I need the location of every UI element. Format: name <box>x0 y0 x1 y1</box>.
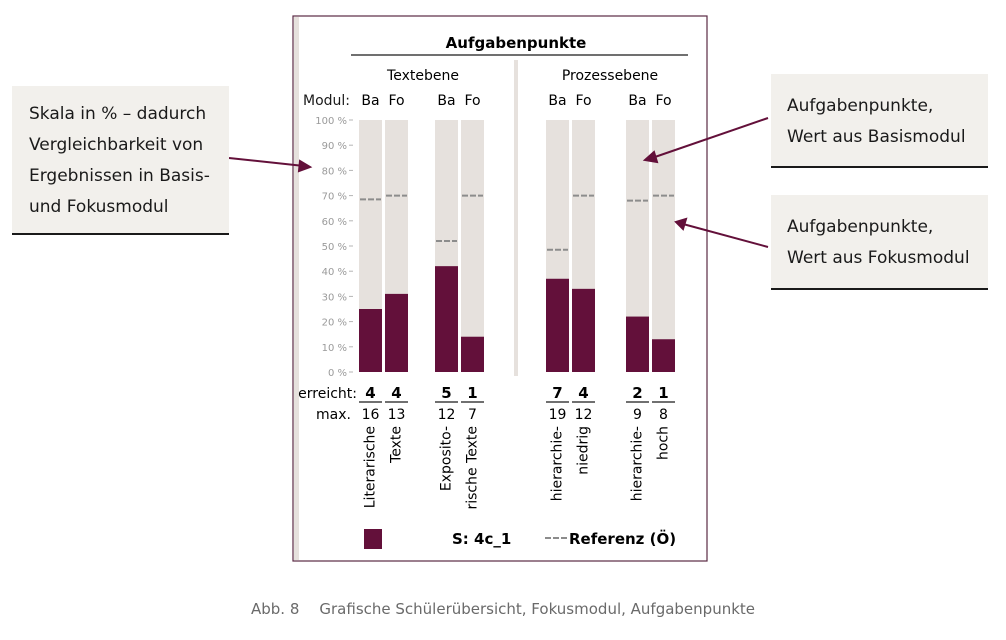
erreicht-value: 2 <box>632 384 642 402</box>
category-label: Exposito- <box>439 426 455 491</box>
legend-swatch <box>364 529 382 549</box>
y-tick-label: 100 % <box>315 116 347 127</box>
chart-frame <box>292 15 708 562</box>
callout-line: Aufgabenpunkte, <box>787 217 934 237</box>
category-label: rische Texte <box>465 426 481 510</box>
max-value: 12 <box>438 407 456 423</box>
bar-value <box>359 309 382 372</box>
arrow-basis <box>651 117 769 159</box>
arrow-scale-head <box>297 159 313 173</box>
callout-line: Wert aus Fokusmodul <box>787 248 970 268</box>
callout-basis: Aufgabenpunkte, Wert aus Basismodul <box>771 74 988 168</box>
legend-reference-label: Referenz (Ö) <box>569 529 676 548</box>
category-label: hierarchie- <box>550 426 566 501</box>
callout-fokus: Aufgabenpunkte, Wert aus Fokusmodul <box>771 195 988 290</box>
bar-value <box>652 339 675 372</box>
callout-line: Vergleichbarkeit von <box>29 135 204 155</box>
callout-line: Skala in % – dadurch <box>29 104 207 124</box>
erreicht-value: 4 <box>391 384 401 402</box>
bar-value <box>385 293 408 372</box>
module-label: Fo <box>655 93 671 109</box>
bar-value <box>626 316 649 372</box>
arrow-fokus <box>682 223 769 248</box>
erreicht-value: 1 <box>467 384 477 402</box>
arrow-scale <box>228 157 305 167</box>
bar-value <box>435 266 458 372</box>
callout-line: und Fokusmodul <box>29 197 169 217</box>
max-value: 7 <box>468 407 477 423</box>
row-label-erreicht: erreicht: <box>298 386 357 402</box>
callout-scale: Skala in % – dadurch Vergleichbarkeit vo… <box>12 86 229 235</box>
bar-background <box>626 120 649 372</box>
annotation-arrows <box>228 117 769 248</box>
category-label: hierarchie- <box>630 426 646 501</box>
y-tick-label: 50 % <box>322 242 347 253</box>
row-label-max: max. <box>316 407 351 423</box>
caption-text: Grafische Schülerübersicht, Fokusmodul, … <box>319 600 755 618</box>
figure-caption: Abb. 8 Grafische Schülerübersicht, Fokusm… <box>0 600 1006 618</box>
bar-value <box>572 288 595 372</box>
max-value: 16 <box>362 407 380 423</box>
y-tick-label: 90 % <box>322 141 347 152</box>
category-label: Literarische <box>363 426 379 508</box>
erreicht-value: 7 <box>552 384 562 402</box>
y-tick-label: 60 % <box>322 217 347 228</box>
y-tick-label: 70 % <box>322 192 347 203</box>
callout-line: Aufgabenpunkte, <box>787 96 934 116</box>
group-label: Textebene <box>386 68 459 84</box>
module-label: Ba <box>437 93 455 109</box>
module-label: Fo <box>575 93 591 109</box>
arrow-basis-head <box>642 150 659 164</box>
max-value: 19 <box>549 407 567 423</box>
module-label: Fo <box>388 93 404 109</box>
caption-number: Abb. 8 <box>251 600 300 618</box>
bar-value <box>461 336 484 372</box>
callout-line: Ergebnissen in Basis- <box>29 166 210 186</box>
max-value: 12 <box>575 407 593 423</box>
arrow-fokus-head <box>674 217 688 231</box>
y-tick-label: 0 % <box>328 368 347 379</box>
module-label: Fo <box>464 93 480 109</box>
legend-series-label: S: 4c_1 <box>452 530 511 548</box>
bar-background <box>652 120 675 372</box>
bar-background <box>461 120 484 372</box>
chart-frame-left-band <box>294 17 299 560</box>
erreicht-value: 5 <box>441 384 451 402</box>
y-tick-label: 10 % <box>322 343 347 354</box>
y-tick-label: 20 % <box>322 318 347 329</box>
bar-value <box>546 278 569 372</box>
module-label: Ba <box>361 93 379 109</box>
erreicht-value: 4 <box>578 384 588 402</box>
max-value: 8 <box>659 407 668 423</box>
max-value: 13 <box>388 407 406 423</box>
module-label: Ba <box>628 93 646 109</box>
y-tick-label: 30 % <box>322 292 347 303</box>
y-axis-label: Modul: <box>303 93 350 109</box>
chart-title: Aufgabenpunkte <box>446 34 587 52</box>
callout-line: Wert aus Basismodul <box>787 127 966 147</box>
module-label: Ba <box>548 93 566 109</box>
y-tick-label: 80 % <box>322 166 347 177</box>
erreicht-value: 1 <box>658 384 668 402</box>
max-value: 9 <box>633 407 642 423</box>
y-tick-label: 40 % <box>322 267 347 278</box>
category-label: hoch <box>656 426 672 460</box>
category-label: Texte <box>389 426 405 464</box>
category-label: niedrig <box>576 426 592 475</box>
group-label: Prozessebene <box>562 68 658 84</box>
erreicht-value: 4 <box>365 384 375 402</box>
